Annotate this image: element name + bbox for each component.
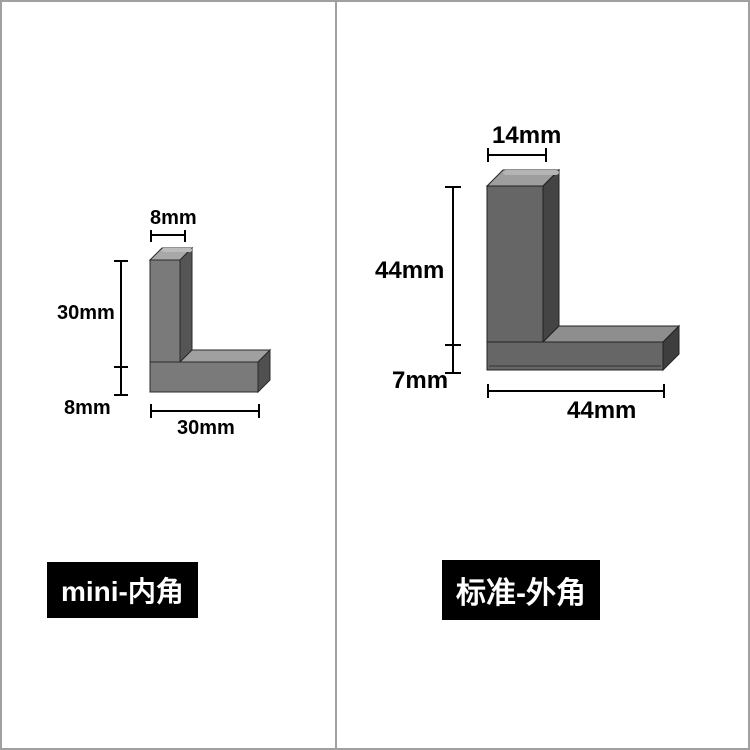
dim-tick bbox=[258, 404, 260, 418]
comparison-container: 8mm 30mm 8mm 30mm mini-内角 bbox=[0, 0, 750, 750]
dim-top-width-mini: 8mm bbox=[150, 207, 197, 230]
panel-mini: 8mm 30mm 8mm 30mm mini-内角 bbox=[0, 0, 335, 750]
dim-line bbox=[150, 410, 260, 412]
dim-height-mini: 30mm bbox=[57, 302, 115, 325]
dim-tick bbox=[184, 230, 186, 242]
dim-tick bbox=[445, 372, 461, 374]
dim-line bbox=[120, 260, 122, 368]
dim-bottom-width-mini: 30mm bbox=[177, 417, 235, 440]
dim-line bbox=[150, 234, 186, 236]
dim-line bbox=[452, 186, 454, 346]
dim-top-width-standard: 14mm bbox=[492, 122, 561, 150]
dim-tick bbox=[114, 394, 128, 396]
title-mini: mini-内角 bbox=[47, 562, 198, 618]
dim-thickness-mini: 8mm bbox=[64, 397, 111, 420]
dim-line bbox=[452, 346, 454, 374]
dim-tick bbox=[150, 230, 152, 242]
dim-tick bbox=[487, 148, 489, 162]
dim-tick bbox=[545, 148, 547, 162]
dim-tick bbox=[663, 384, 665, 398]
dim-tick bbox=[114, 260, 128, 262]
dim-thickness-standard: 7mm bbox=[392, 367, 448, 395]
panel-standard: 14mm 44mm 7mm 44mm 标准-外角 bbox=[335, 0, 750, 750]
dim-line bbox=[487, 154, 547, 156]
title-standard: 标准-外角 bbox=[442, 560, 600, 620]
lshape-standard bbox=[467, 162, 697, 422]
dim-tick bbox=[150, 404, 152, 418]
dim-tick bbox=[445, 186, 461, 188]
dim-height-standard: 44mm bbox=[375, 257, 444, 285]
dim-tick bbox=[487, 384, 489, 398]
dim-line bbox=[120, 368, 122, 396]
lshape-mini bbox=[132, 242, 282, 422]
dim-bottom-width-standard: 44mm bbox=[567, 397, 636, 425]
dim-line bbox=[487, 390, 665, 392]
